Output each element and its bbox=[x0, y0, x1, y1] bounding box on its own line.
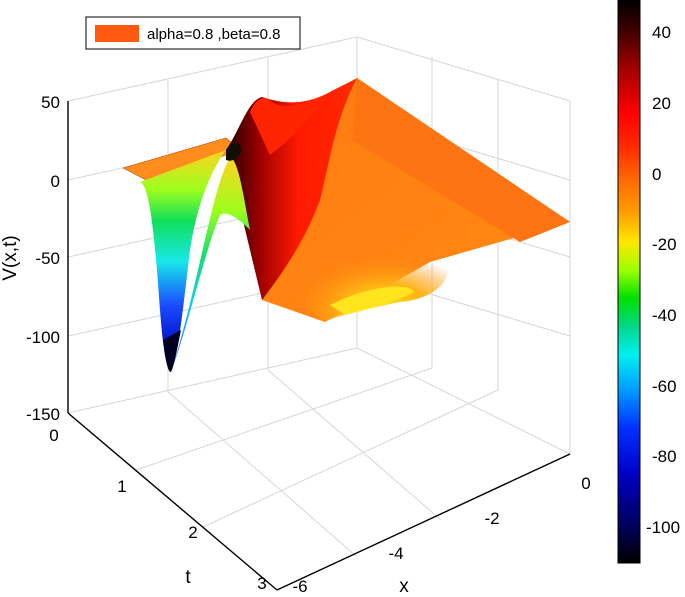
z-tick-label: -100 bbox=[26, 328, 60, 347]
x-tick-label: -4 bbox=[388, 544, 403, 563]
legend-entry: alpha=0.8 ,beta=0.8 bbox=[147, 26, 280, 43]
x-tick-label: -6 bbox=[292, 577, 307, 596]
colorbar-tick-label: 0 bbox=[652, 165, 661, 184]
z-tick-label: 0 bbox=[51, 172, 60, 191]
t-tick-label: 0 bbox=[49, 426, 58, 445]
t-tick-label: 1 bbox=[117, 477, 126, 496]
z-tick-labels: 50 0 -50 -100 -150 bbox=[26, 93, 60, 424]
colorbar-tick-label: -20 bbox=[652, 235, 677, 254]
colorbar-tick-label: -80 bbox=[652, 447, 677, 466]
t-tick-label: 2 bbox=[188, 523, 197, 542]
t-tick-label: 3 bbox=[257, 574, 266, 593]
z-tick-label: -150 bbox=[26, 405, 60, 424]
x-tick-labels: -6 -4 -2 0 bbox=[292, 474, 590, 596]
colorbar-tick-label: 40 bbox=[652, 23, 671, 42]
colorbar-tick-label: 20 bbox=[652, 94, 671, 113]
t-axis-label: t bbox=[185, 567, 191, 588]
axis-lines bbox=[67, 101, 571, 591]
colorbar-tick-label: -100 bbox=[646, 518, 680, 537]
legend: alpha=0.8 ,beta=0.8 bbox=[85, 16, 301, 50]
x-axis-label: x bbox=[399, 576, 409, 597]
x-tick-label: -2 bbox=[484, 509, 499, 528]
colorbar-tick-label: -40 bbox=[652, 306, 677, 325]
colorbar: 40 20 0 -20 -40 -60 -80 -100 bbox=[617, 0, 680, 564]
colorbar-gradient bbox=[617, 0, 641, 564]
surface bbox=[122, 78, 570, 372]
z-axis-label: V(x,t) bbox=[0, 235, 21, 280]
t-tick-labels: 0 1 2 3 bbox=[49, 426, 266, 593]
z-tick-label: 50 bbox=[41, 93, 60, 112]
x-tick-label: 0 bbox=[581, 474, 590, 493]
legend-swatch bbox=[95, 25, 139, 42]
z-tick-label: -50 bbox=[35, 249, 60, 268]
colorbar-tick-label: -60 bbox=[652, 377, 677, 396]
